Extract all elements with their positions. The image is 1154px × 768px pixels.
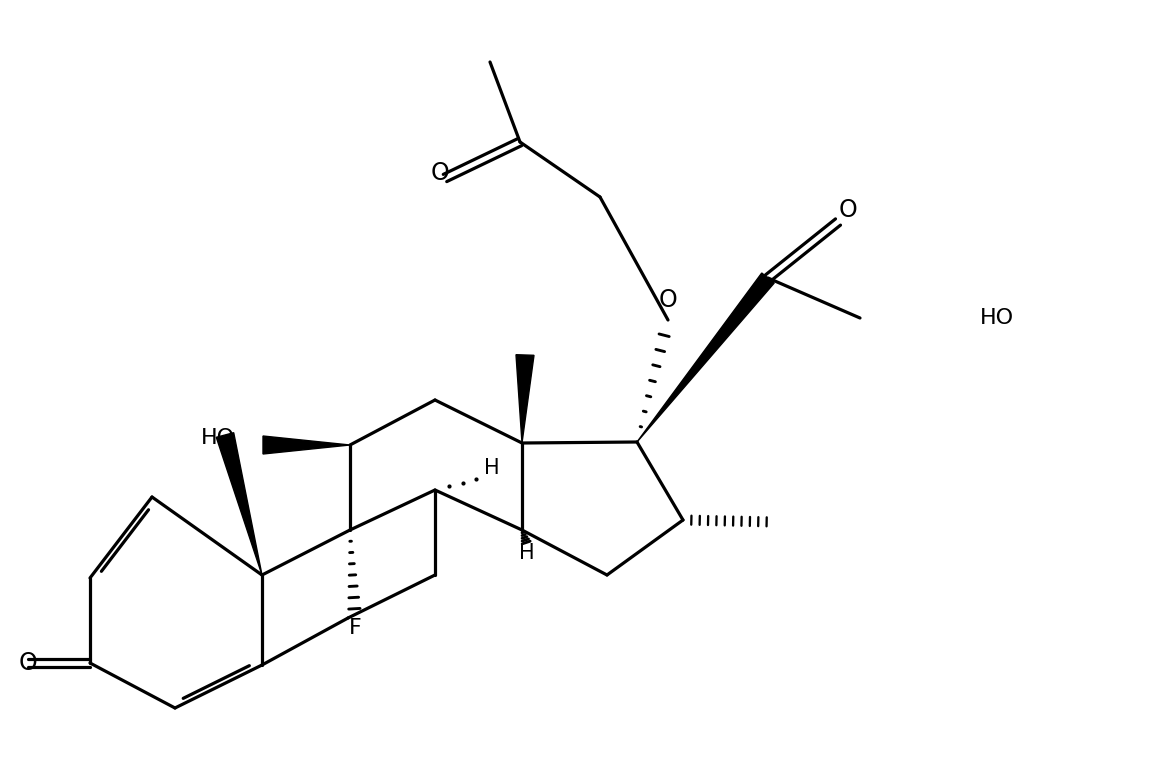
Text: O: O (18, 651, 37, 675)
Polygon shape (637, 273, 774, 442)
Text: H: H (485, 458, 500, 478)
Text: O: O (659, 288, 677, 312)
Text: H: H (519, 543, 534, 563)
Polygon shape (263, 436, 350, 454)
Text: F: F (349, 618, 361, 638)
Text: O: O (430, 161, 449, 185)
Text: HO: HO (201, 428, 235, 448)
Text: O: O (839, 198, 857, 222)
Text: HO: HO (980, 308, 1014, 328)
Polygon shape (216, 432, 262, 575)
Polygon shape (516, 355, 534, 443)
